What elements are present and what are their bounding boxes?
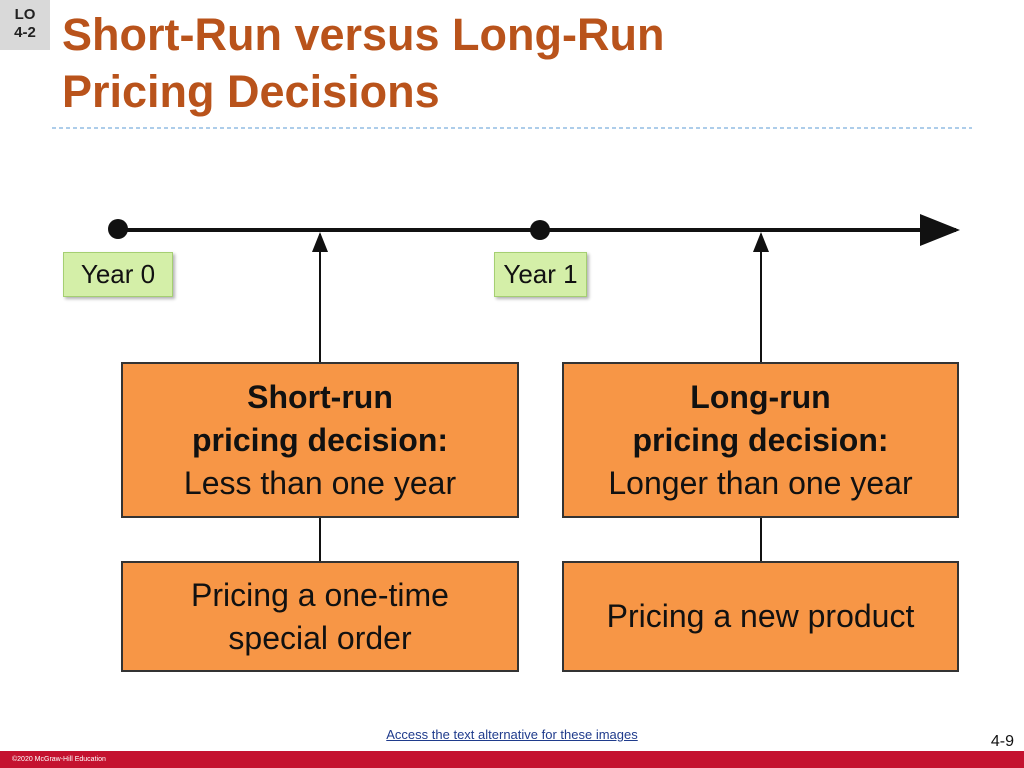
lo-badge: LO 4-2: [0, 0, 50, 50]
example-line: special order: [228, 619, 412, 656]
year-marker: Year 1: [494, 252, 587, 297]
copyright: ©2020 McGraw-Hill Education: [12, 756, 106, 763]
text-alternative-link[interactable]: Access the text alternative for these im…: [386, 727, 638, 742]
example-box: Pricing a new product: [562, 561, 959, 672]
badge-line: 4-2: [14, 24, 36, 41]
title-line: Short-Run versus Long-Run: [62, 9, 665, 60]
description: Longer than one year: [608, 464, 913, 501]
heading-line: Short-run: [247, 378, 393, 415]
badge-line: LO: [14, 6, 36, 23]
slide-title: Short-Run versus Long-Run Pricing Decisi…: [62, 6, 664, 120]
example-line: Pricing a one-time: [191, 576, 449, 613]
decision-box: Long-run pricing decision: Longer than o…: [562, 362, 959, 518]
heading-line: Long-run: [690, 378, 831, 415]
example-box: Pricing a one-time special order: [121, 561, 519, 672]
description: Less than one year: [183, 464, 457, 501]
decision-box: Short-run pricing decision: Less than on…: [121, 362, 519, 518]
heading-line: pricing decision:: [632, 421, 889, 458]
timeline-dot: [108, 219, 128, 239]
footer-band: [0, 751, 1024, 768]
year-marker: Year 0: [63, 252, 173, 297]
example-line: Pricing a new product: [606, 598, 915, 634]
heading-line: pricing decision:: [191, 421, 449, 458]
page-number: 4-9: [990, 733, 1014, 750]
title-line: Pricing Decisions: [62, 66, 440, 117]
timeline-dot: [530, 220, 550, 240]
